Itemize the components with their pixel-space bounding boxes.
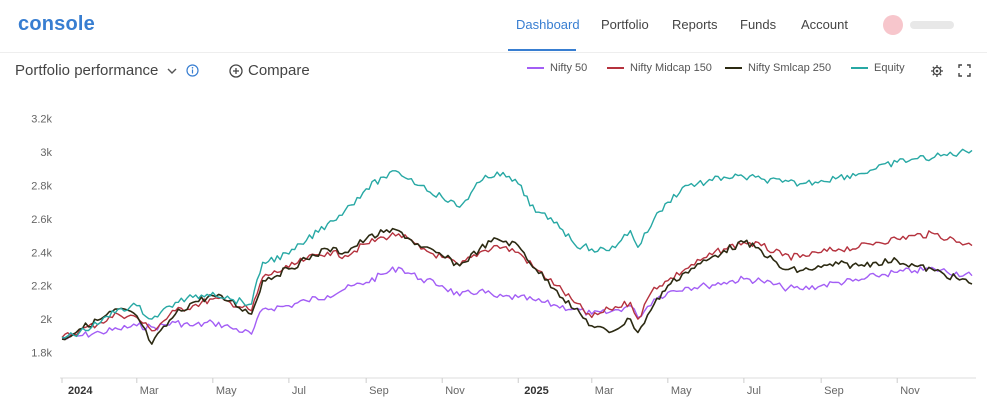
y-tick-label: 3k bbox=[40, 147, 52, 159]
compare-label: Compare bbox=[248, 62, 310, 79]
legend-item-equity[interactable]: Equity bbox=[851, 62, 905, 74]
series-line-nifty-smlcap-250[interactable] bbox=[61, 227, 973, 345]
legend-item-nifty-50[interactable]: Nifty 50 bbox=[527, 62, 587, 74]
legend-label: Equity bbox=[874, 62, 905, 74]
x-tick-label: Mar bbox=[140, 385, 159, 397]
compare-button[interactable]: Compare bbox=[229, 62, 310, 79]
legend-swatch bbox=[527, 67, 544, 69]
expand-icon[interactable] bbox=[958, 64, 971, 82]
user-id-redacted[interactable] bbox=[910, 21, 954, 29]
performance-line-chart[interactable]: 1.8k 2k 2.2k 2.4k 2.6k 2.8k 3k 3.2k 2024 Mar May Ju… bbox=[0, 100, 987, 409]
legend-label: Nifty Midcap 150 bbox=[630, 62, 712, 74]
user-avatar[interactable] bbox=[883, 15, 903, 35]
legend-item-nifty-smlcap-250[interactable]: Nifty Smlcap 250 bbox=[725, 62, 831, 74]
chevron-down-icon[interactable] bbox=[166, 64, 178, 82]
y-tick-label: 2.8k bbox=[31, 181, 52, 193]
x-tick-label: Jul bbox=[292, 385, 306, 397]
nav-account[interactable]: Account bbox=[801, 17, 848, 32]
legend-swatch bbox=[607, 67, 624, 69]
x-tick-label: Mar bbox=[595, 385, 614, 397]
top-navigation-bar: console Dashboard Portfolio Reports Fund… bbox=[0, 0, 987, 53]
nav-funds[interactable]: Funds bbox=[740, 17, 777, 32]
legend-label: Nifty 50 bbox=[550, 62, 588, 74]
x-tick-label: Jul bbox=[747, 385, 761, 397]
x-tick-label: Nov bbox=[900, 385, 920, 397]
console-logo[interactable]: console bbox=[18, 13, 95, 35]
y-tick-label: 2.2k bbox=[31, 281, 52, 293]
x-tick-label: Sep bbox=[824, 385, 844, 397]
legend-swatch bbox=[851, 67, 868, 69]
x-tick-label: Nov bbox=[445, 385, 465, 397]
series-line-equity[interactable] bbox=[61, 148, 973, 339]
y-tick-label: 3.2k bbox=[31, 114, 52, 126]
y-tick-label: 2.6k bbox=[31, 214, 52, 226]
nav-portfolio[interactable]: Portfolio bbox=[601, 17, 649, 32]
gear-icon[interactable] bbox=[930, 64, 944, 83]
y-tick-label: 2k bbox=[40, 314, 52, 326]
y-tick-label: 2.4k bbox=[31, 247, 52, 259]
series-line-nifty-midcap-150[interactable] bbox=[61, 230, 973, 338]
info-icon[interactable] bbox=[186, 64, 199, 82]
active-tab-indicator bbox=[508, 49, 576, 51]
chart-title[interactable]: Portfolio performance bbox=[15, 62, 159, 79]
nav-reports[interactable]: Reports bbox=[672, 17, 718, 32]
legend-label: Nifty Smlcap 250 bbox=[748, 62, 832, 74]
y-tick-label: 1.8k bbox=[31, 348, 52, 360]
series-line-nifty-50[interactable] bbox=[61, 266, 973, 340]
x-tick-label: May bbox=[216, 385, 237, 397]
legend-item-nifty-midcap-150[interactable]: Nifty Midcap 150 bbox=[607, 62, 712, 74]
x-tick-label: Sep bbox=[369, 385, 389, 397]
nav-dashboard[interactable]: Dashboard bbox=[516, 17, 580, 32]
x-tick-label: May bbox=[671, 385, 692, 397]
legend-swatch bbox=[725, 67, 742, 69]
add-circle-icon bbox=[229, 63, 243, 78]
x-tick-label: 2025 bbox=[524, 385, 548, 397]
x-tick-label: 2024 bbox=[68, 385, 93, 397]
